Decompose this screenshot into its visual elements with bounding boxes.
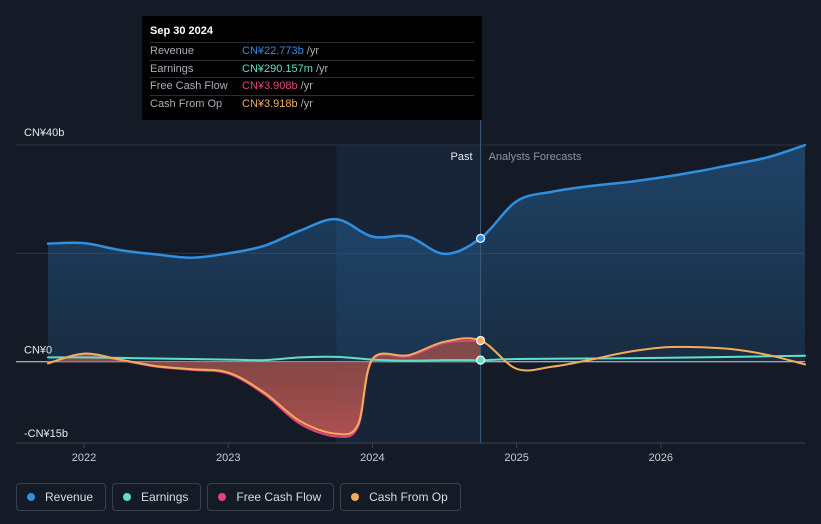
x-tick-label: 2024 — [360, 452, 384, 464]
tooltip-unit: /yr — [300, 80, 313, 93]
tooltip-row-revenue: Revenue CN¥22.773b /yr — [150, 42, 474, 60]
series-lines — [46, 143, 807, 438]
tooltip-label: Cash From Op — [150, 97, 223, 110]
tooltip-row-earnings: Earnings CN¥290.157m /yr — [150, 59, 474, 78]
legend-dot-icon — [351, 493, 360, 501]
tooltip-value: CN¥3.908b — [242, 80, 298, 93]
legend-label: Earnings — [141, 490, 189, 504]
legend-item-free-cash-flow[interactable]: Free Cash Flow — [207, 483, 335, 511]
free-cash-flow-area — [48, 340, 481, 437]
y-tick-label: -CN¥15b — [24, 428, 68, 440]
tooltip-row-free-cash-flow: Free Cash Flow CN¥3.908b /yr — [150, 77, 474, 95]
y-axis: CN¥40b CN¥0 -CN¥15b — [24, 127, 68, 440]
x-tick-label: 2026 — [649, 452, 673, 464]
y-tick-label: CN¥0 — [24, 345, 52, 357]
x-tick-label: 2025 — [504, 452, 528, 464]
series-areas — [48, 145, 805, 437]
y-tick-label: CN¥40b — [24, 127, 64, 139]
legend-label: Free Cash Flow — [236, 490, 322, 504]
earnings-marker — [475, 355, 486, 365]
tooltip-unit: /yr — [315, 62, 329, 75]
earnings-line — [47, 354, 806, 362]
tooltip-label: Free Cash Flow — [150, 80, 228, 93]
tooltip-value: CN¥290.157m — [242, 62, 313, 75]
x-tick-label: 2023 — [216, 452, 240, 464]
legend-dot-icon — [123, 493, 132, 501]
legend-item-revenue[interactable]: Revenue — [16, 483, 107, 511]
tooltip-unit: /yr — [300, 97, 313, 110]
legend-item-earnings[interactable]: Earnings — [112, 483, 202, 511]
tooltip-unit: /yr — [306, 45, 320, 58]
tooltip: Sep 30 2024 Revenue CN¥22.773b /yr Earni… — [142, 16, 482, 120]
cash-from-op-area — [48, 340, 481, 435]
legend-item-cash-from-op[interactable]: Cash From Op — [340, 483, 461, 511]
tooltip-label: Earnings — [150, 62, 194, 75]
tooltip-value: CN¥22.773b — [242, 45, 304, 58]
x-tick-label: 2022 — [72, 452, 96, 464]
legend-dot-icon — [218, 493, 227, 501]
cash-from-op-marker — [475, 335, 486, 346]
revenue-marker — [475, 233, 486, 243]
revenue-line — [46, 143, 807, 259]
legend-dot-icon — [27, 493, 35, 501]
legend-label: Cash From Op — [369, 490, 448, 504]
tooltip-row-cash-from-op: Cash From Op CN¥3.918b /yr — [150, 94, 474, 113]
forecast-label: Analysts Forecasts — [489, 151, 582, 163]
past-label: Past — [451, 151, 473, 163]
tooltip-label: Revenue — [150, 45, 195, 58]
legend: Revenue Earnings Free Cash Flow Cash Fro… — [16, 483, 461, 511]
cash-from-op-line — [47, 337, 806, 436]
x-axis: 2022 2023 2024 2025 2026 — [72, 443, 673, 464]
revenue-area — [48, 145, 805, 362]
tooltip-value: CN¥3.918b — [242, 97, 298, 110]
current-markers — [475, 233, 486, 365]
legend-label: Revenue — [45, 490, 94, 504]
tooltip-date: Sep 30 2024 — [150, 25, 213, 37]
